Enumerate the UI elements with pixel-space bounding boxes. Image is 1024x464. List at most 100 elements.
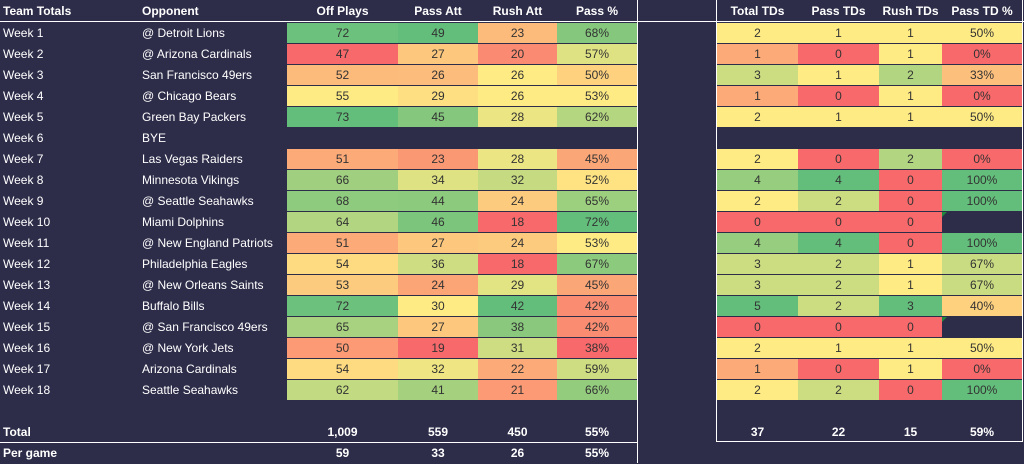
week-label[interactable]: Week 13 (3, 278, 51, 292)
opponent-cell[interactable]: Buffalo Bills (142, 299, 205, 313)
opponent-cell[interactable]: San Francisco 49ers (142, 68, 253, 82)
header-pass-pct[interactable]: Pass % (575, 4, 619, 18)
rush-att-cell[interactable]: 26 (478, 65, 557, 85)
pass-att-cell[interactable]: 34 (398, 170, 478, 190)
rush-att-cell[interactable]: 22 (478, 359, 557, 379)
opponent-cell[interactable]: @ New Orleans Saints (142, 278, 264, 292)
rush-tds-cell[interactable]: 3 (879, 296, 942, 316)
opponent-cell[interactable]: @ New England Patriots (142, 236, 273, 250)
rush-tds-cell[interactable]: 1 (879, 359, 942, 379)
total-tds-cell[interactable]: 2 (717, 107, 798, 127)
week-label[interactable]: Week 15 (3, 320, 51, 334)
off-plays-cell[interactable]: 73 (287, 107, 398, 127)
rush-tds-cell[interactable]: 1 (879, 44, 942, 64)
opponent-cell[interactable]: @ Seattle Seahawks (142, 194, 254, 208)
pass-pct-cell[interactable]: 66% (557, 380, 637, 400)
opponent-cell[interactable]: @ New York Jets (142, 341, 234, 355)
off-plays-cell[interactable]: 51 (287, 233, 398, 253)
off-plays-cell[interactable]: 65 (287, 317, 398, 337)
pass-att-cell[interactable]: 29 (398, 86, 478, 106)
rush-tds-cell[interactable]: 2 (879, 149, 942, 169)
pass-pct-cell[interactable]: 65% (557, 191, 637, 211)
rush-tds-cell[interactable]: 1 (879, 86, 942, 106)
header-off-plays[interactable]: Off Plays (316, 4, 369, 18)
pass-tds-cell[interactable]: 2 (798, 380, 879, 400)
total-tds-cell[interactable]: 2 (717, 380, 798, 400)
pass-att-cell[interactable]: 32 (398, 359, 478, 379)
total-tds-cell[interactable]: 0 (717, 212, 798, 232)
pass-att-cell[interactable]: 27 (398, 44, 478, 64)
opponent-cell[interactable]: Philadelphia Eagles (142, 257, 248, 271)
pass-pct-cell[interactable]: 62% (557, 107, 637, 127)
header-pass-td-pct[interactable]: Pass TD % (951, 4, 1013, 18)
pass-tds-cell[interactable]: 1 (798, 338, 879, 358)
week-label[interactable]: Week 18 (3, 383, 51, 397)
off-plays-cell[interactable]: 55 (287, 86, 398, 106)
per-game-pass-att[interactable]: 33 (431, 446, 445, 460)
rush-att-cell[interactable]: 28 (478, 149, 557, 169)
rush-tds-cell[interactable]: 1 (879, 275, 942, 295)
pass-td-pct-cell[interactable]: 100% (942, 380, 1022, 400)
pass-td-pct-cell[interactable]: 50% (942, 107, 1022, 127)
rush-tds-cell[interactable]: 0 (879, 380, 942, 400)
pass-tds-cell[interactable]: 4 (798, 170, 879, 190)
rush-att-cell[interactable]: 26 (478, 86, 557, 106)
off-plays-cell[interactable]: 54 (287, 359, 398, 379)
total-tds-cell[interactable]: 1 (717, 44, 798, 64)
rush-att-cell[interactable]: 18 (478, 212, 557, 232)
total-tds-cell[interactable]: 1 (717, 86, 798, 106)
off-plays-cell[interactable]: 50 (287, 338, 398, 358)
pass-att-cell[interactable]: 46 (398, 212, 478, 232)
pass-td-pct-cell[interactable]: 0% (942, 359, 1022, 379)
pass-pct-cell[interactable]: 72% (557, 212, 637, 232)
pass-tds-cell[interactable]: 1 (798, 23, 879, 43)
week-label[interactable]: Week 16 (3, 341, 51, 355)
pass-att-cell[interactable]: 49 (398, 23, 478, 43)
pass-td-pct-cell[interactable] (942, 212, 1022, 232)
opponent-cell[interactable]: Minnesota Vikings (142, 173, 240, 187)
pass-tds-cell[interactable]: 0 (798, 317, 879, 337)
total-pass-att[interactable]: 559 (427, 425, 449, 439)
pass-tds-cell[interactable]: 4 (798, 233, 879, 253)
opponent-cell[interactable]: Miami Dolphins (142, 215, 225, 229)
opponent-cell[interactable]: @ Detroit Lions (142, 26, 225, 40)
off-plays-cell[interactable]: 47 (287, 44, 398, 64)
total-tds-cell[interactable]: 2 (717, 191, 798, 211)
total-pass-tds[interactable]: 22 (831, 425, 846, 439)
pass-pct-cell[interactable]: 38% (557, 338, 637, 358)
pass-att-cell[interactable]: 26 (398, 65, 478, 85)
pass-att-cell[interactable]: 36 (398, 254, 478, 274)
week-label[interactable]: Week 4 (3, 89, 44, 103)
pass-att-cell[interactable]: 23 (398, 149, 478, 169)
rush-tds-cell[interactable]: 0 (879, 212, 942, 232)
pass-att-cell[interactable]: 27 (398, 233, 478, 253)
rush-att-cell[interactable]: 24 (478, 233, 557, 253)
pass-tds-cell[interactable]: 0 (798, 212, 879, 232)
rush-att-cell[interactable]: 18 (478, 254, 557, 274)
week-label[interactable]: Week 8 (3, 173, 44, 187)
opponent-cell[interactable]: @ Arizona Cardinals (142, 47, 252, 61)
rush-att-cell[interactable]: 29 (478, 275, 557, 295)
off-plays-cell[interactable]: 66 (287, 170, 398, 190)
header-team-totals[interactable]: Team Totals (3, 4, 72, 18)
pass-td-pct-cell[interactable]: 50% (942, 338, 1022, 358)
pass-pct-cell[interactable]: 59% (557, 359, 637, 379)
total-pass-td-pct[interactable]: 59% (969, 425, 995, 439)
total-label[interactable]: Total (3, 425, 31, 439)
week-label[interactable]: Week 12 (3, 257, 51, 271)
pass-pct-cell[interactable]: 52% (557, 170, 637, 190)
header-pass-att[interactable]: Pass Att (414, 4, 462, 18)
total-tds-cell[interactable]: 2 (717, 23, 798, 43)
total-tds-cell[interactable]: 3 (717, 254, 798, 274)
week-label[interactable]: Week 1 (3, 26, 44, 40)
pass-att-cell[interactable]: 27 (398, 317, 478, 337)
per-game-off-plays[interactable]: 59 (335, 446, 350, 460)
pass-pct-cell[interactable]: 53% (557, 86, 637, 106)
pass-tds-cell[interactable]: 2 (798, 275, 879, 295)
rush-tds-cell[interactable]: 2 (879, 65, 942, 85)
pass-td-pct-cell[interactable]: 40% (942, 296, 1022, 316)
week-label[interactable]: Week 17 (3, 362, 51, 376)
pass-att-cell[interactable]: 19 (398, 338, 478, 358)
rush-tds-cell[interactable]: 1 (879, 23, 942, 43)
opponent-cell[interactable]: @ Chicago Bears (142, 89, 237, 103)
